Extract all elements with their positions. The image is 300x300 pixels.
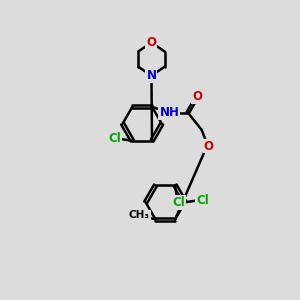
Text: O: O [146,36,156,49]
Text: Cl: Cl [172,196,185,209]
Text: O: O [204,140,214,152]
Text: O: O [192,90,202,103]
Text: Cl: Cl [109,132,122,145]
Text: NH: NH [159,106,179,119]
Text: CH₃: CH₃ [129,210,150,220]
Text: N: N [146,69,156,82]
Text: Cl: Cl [196,194,208,206]
